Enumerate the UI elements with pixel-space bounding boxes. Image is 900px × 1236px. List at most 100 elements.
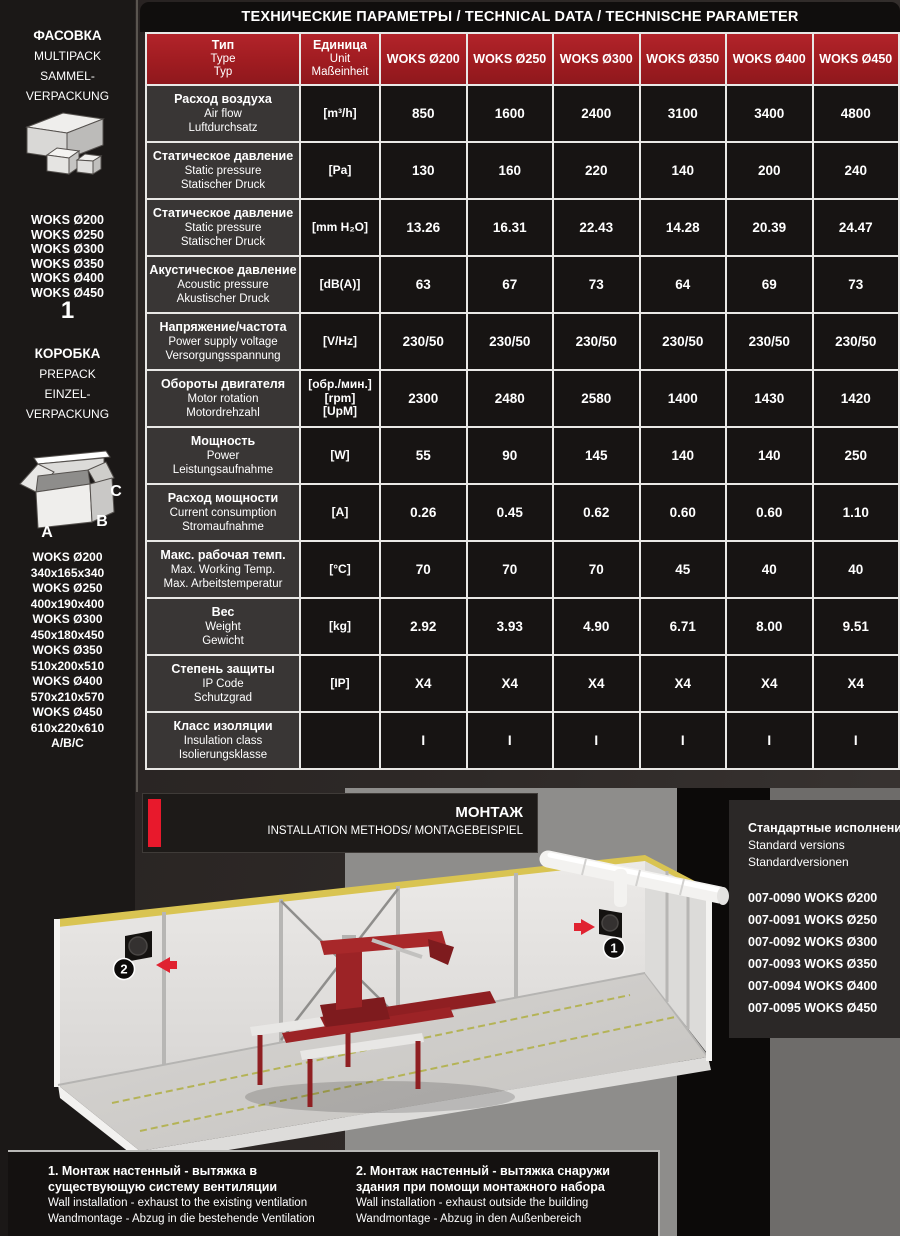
parameter-value: 70 [502, 562, 518, 577]
red-arrow-left-icon [156, 957, 177, 973]
parameter-label-line: Acoustic pressure [177, 279, 269, 291]
unit-line: [°C] [329, 561, 351, 576]
parameter-value: 64 [675, 277, 691, 292]
parameter-value: 1400 [667, 391, 698, 406]
box-dimension-label-a: A [41, 524, 53, 540]
box-dimension-line: WOKS Ø250 [32, 581, 103, 595]
parameter-value: 3100 [667, 106, 698, 121]
parameter-label-line: Max. Working Temp. [170, 564, 276, 576]
table-row: Класс изоляции Insulation class Isolierung… [147, 711, 898, 768]
value-cell: 0.60 [725, 485, 812, 540]
box-dimension-line: WOKS Ø300 [32, 612, 103, 626]
parameter-label-line: Versorgungsspannung [165, 350, 281, 362]
standards-item: 007-0093 WOKS Ø350 [748, 957, 878, 971]
unit-line: [mm H₂O] [312, 219, 368, 234]
model-name: WOKS Ø400 [31, 271, 104, 285]
value-cell: 40 [811, 542, 899, 597]
parameter-value: 55 [415, 448, 431, 463]
parameter-value: 2480 [494, 391, 525, 406]
value-cell: 67 [465, 257, 553, 312]
parameter-value: X4 [760, 676, 778, 691]
standards-item: 007-0094 WOKS Ø400 [748, 979, 878, 993]
table-row: Мощность Power Leistungsaufnahme [W] 55 90 145… [147, 426, 898, 483]
box-dimension-line: WOKS Ø350 [32, 643, 103, 657]
value-cell: 40 [725, 542, 812, 597]
caption-en: Wall installation - exhaust outside the … [356, 1197, 589, 1209]
unit-cell: [IP] [299, 656, 379, 711]
parameter-value: 220 [584, 163, 608, 178]
unit-header-line: Maßeinheit [311, 66, 369, 79]
technical-data-table: Тип Type Typ Единица Unit Maßeinheit WOKS Ø200… [145, 32, 900, 770]
value-cell: 14.28 [638, 200, 726, 255]
parameter-label-line: Gewicht [202, 635, 244, 647]
value-cell: 2.92 [379, 599, 466, 654]
parameter-value: 73 [588, 277, 604, 292]
installation-illustration: 2 1 [54, 850, 729, 1164]
model-column-label: WOKS Ø400 [732, 52, 806, 66]
parameter-value: 4800 [840, 106, 871, 121]
standards-item-list: 007-0090 WOKS Ø200 007-0091 WOKS Ø250 007-… [748, 887, 900, 1019]
parameter-label-line: Степень защиты [171, 662, 275, 676]
value-cell: 70 [379, 542, 466, 597]
parameter-label-cell: Обороты двигателя Motor rotation Motordreh… [147, 371, 299, 426]
parameter-value: 9.51 [842, 619, 869, 634]
standards-item: 007-0095 WOKS Ø450 [748, 1001, 878, 1015]
red-accent-bar [148, 799, 161, 847]
value-cell: 3.93 [465, 599, 553, 654]
prepack-dimension-list: WOKS Ø200 340x165x340 WOKS Ø250 400x190x400… [0, 550, 135, 752]
parameter-label-line: Current consumption [169, 507, 277, 519]
montage-title: МОНТАЖ [455, 804, 523, 821]
table-row: Статическое давление Static pressure Stati… [147, 198, 898, 255]
parameter-value: X4 [414, 676, 432, 691]
parameter-label-cell: Макс. рабочая темп. Max. Working Temp. Max… [147, 542, 299, 597]
table-row: Расход воздуха Air flow Luftdurchsatz [m³/h… [147, 84, 898, 141]
value-cell: 13.26 [379, 200, 466, 255]
unit-line: [IP] [330, 675, 350, 690]
value-cell: 63 [379, 257, 466, 312]
parameter-value: 20.39 [752, 220, 787, 235]
value-cell: 1600 [465, 86, 553, 141]
standards-subtitle-line: Standardversionen [748, 855, 849, 869]
value-cell: 70 [465, 542, 553, 597]
standard-versions-panel: Стандартные исполнения Standard versions… [729, 800, 900, 1038]
model-column-header: WOKS Ø350 [638, 34, 726, 84]
parameter-value: 140 [757, 448, 781, 463]
value-cell: 230/50 [552, 314, 639, 369]
box-dimension-label-c: C [110, 483, 122, 500]
type-header-cell: Тип Type Typ [147, 34, 299, 84]
value-cell: 230/50 [638, 314, 726, 369]
parameter-value: 130 [411, 163, 435, 178]
parameter-label-line: Расход воздуха [174, 92, 272, 106]
parameter-value: 145 [584, 448, 608, 463]
value-cell: I [465, 713, 553, 768]
parameter-label-line: Класс изоляции [173, 719, 273, 733]
value-cell: 22.43 [552, 200, 639, 255]
unit-line: [A] [331, 504, 349, 519]
parameter-value: 240 [844, 163, 868, 178]
caption-de: Wandmontage - Abzug in die bestehende Ve… [48, 1213, 315, 1225]
parameter-value: I [594, 733, 599, 748]
parameter-label-line: Motor rotation [187, 393, 259, 405]
model-column-header: WOKS Ø450 [811, 34, 899, 84]
value-cell: 250 [811, 428, 899, 483]
parameter-value: 1430 [754, 391, 785, 406]
model-name: WOKS Ø250 [31, 227, 104, 242]
unit-cell: [A] [299, 485, 379, 540]
svg-text:2: 2 [120, 962, 127, 977]
parameter-value: 200 [757, 163, 781, 178]
parameter-value: 140 [671, 448, 695, 463]
unit-header-line: Unit [329, 52, 351, 65]
value-cell: 140 [638, 143, 726, 198]
parameter-value: 230/50 [489, 334, 531, 349]
parameter-label-cell: Напряжение/частота Power supply voltage Ve… [147, 314, 299, 369]
value-cell: 2480 [465, 371, 553, 426]
value-cell: 9.51 [811, 599, 899, 654]
value-cell: 0.60 [638, 485, 726, 540]
value-cell: 4.90 [552, 599, 639, 654]
open-box-icon: A B C [19, 450, 122, 540]
value-cell: 3100 [638, 86, 726, 141]
prepack-title: КОРОБКА PREPACK EINZEL- VERPACKUNG [0, 344, 135, 424]
unit-header-cell: Единица Unit Maßeinheit [299, 34, 379, 84]
model-column-header: WOKS Ø250 [465, 34, 553, 84]
